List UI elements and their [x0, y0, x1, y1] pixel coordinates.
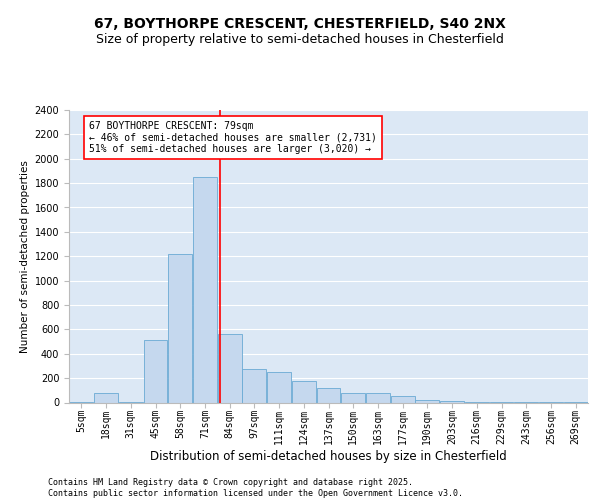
Text: 67 BOYTHORPE CRESCENT: 79sqm
← 46% of semi-detached houses are smaller (2,731)
5: 67 BOYTHORPE CRESCENT: 79sqm ← 46% of se… — [89, 121, 377, 154]
Bar — [193, 177, 217, 402]
Bar — [94, 393, 118, 402]
Bar — [341, 393, 365, 402]
Bar — [366, 393, 390, 402]
Bar — [391, 396, 415, 402]
Bar — [267, 372, 291, 402]
X-axis label: Distribution of semi-detached houses by size in Chesterfield: Distribution of semi-detached houses by … — [150, 450, 507, 462]
Bar — [168, 254, 192, 402]
Bar — [415, 400, 439, 402]
Text: Size of property relative to semi-detached houses in Chesterfield: Size of property relative to semi-detach… — [96, 32, 504, 46]
Bar — [218, 334, 242, 402]
Y-axis label: Number of semi-detached properties: Number of semi-detached properties — [20, 160, 31, 352]
Bar — [143, 340, 167, 402]
Text: Contains HM Land Registry data © Crown copyright and database right 2025.
Contai: Contains HM Land Registry data © Crown c… — [48, 478, 463, 498]
Bar — [317, 388, 340, 402]
Text: 67, BOYTHORPE CRESCENT, CHESTERFIELD, S40 2NX: 67, BOYTHORPE CRESCENT, CHESTERFIELD, S4… — [94, 18, 506, 32]
Bar — [242, 369, 266, 402]
Bar — [292, 381, 316, 402]
